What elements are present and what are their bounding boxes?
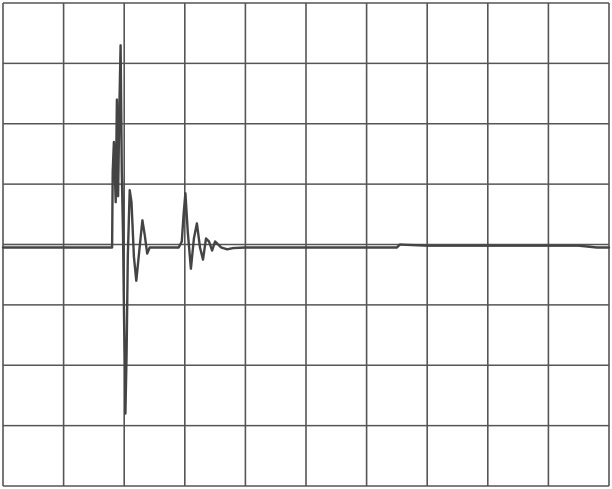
waveform-trace	[1, 44, 611, 415]
